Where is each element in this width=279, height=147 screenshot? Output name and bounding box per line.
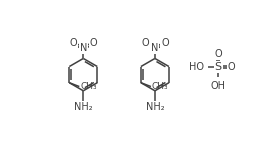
- Text: NH₂: NH₂: [146, 102, 164, 112]
- Text: CH₃: CH₃: [152, 82, 168, 91]
- Text: N: N: [151, 44, 158, 54]
- Text: O: O: [69, 38, 77, 48]
- Text: S: S: [215, 62, 222, 72]
- Text: O: O: [161, 38, 169, 48]
- Text: O: O: [227, 62, 235, 72]
- Text: N: N: [80, 44, 87, 54]
- Text: CH₃: CH₃: [80, 82, 97, 91]
- Text: NH₂: NH₂: [74, 102, 93, 112]
- Text: O: O: [90, 38, 97, 48]
- Text: OH: OH: [211, 81, 225, 91]
- Text: HO: HO: [189, 62, 204, 72]
- Text: O: O: [214, 49, 222, 59]
- Text: O: O: [141, 38, 149, 48]
